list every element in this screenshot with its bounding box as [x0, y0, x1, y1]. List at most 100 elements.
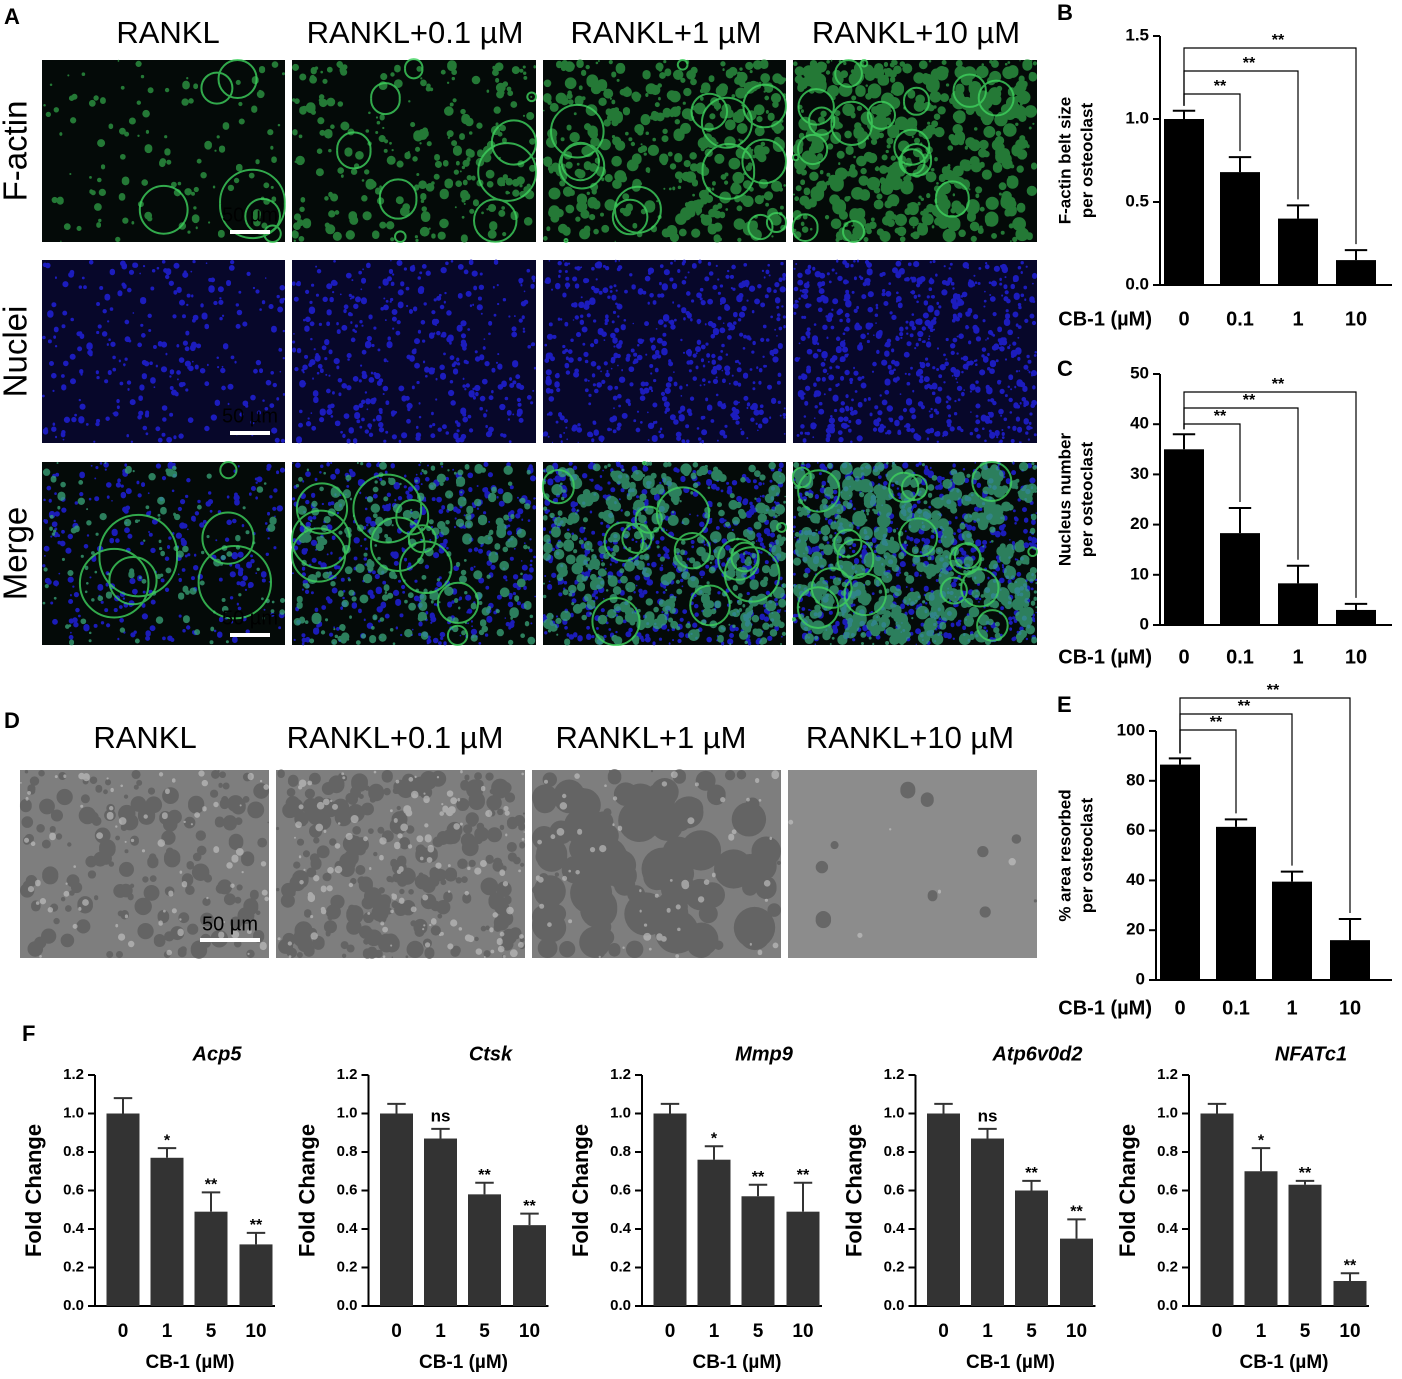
chart-title: Acp5 — [192, 1043, 243, 1065]
y-tick-label: 0.6 — [610, 1181, 631, 1198]
error-bar — [1251, 1147, 1271, 1172]
error-bar — [978, 1127, 997, 1139]
y-tick-label: 30 — [1130, 464, 1149, 483]
error-bar — [201, 1191, 221, 1212]
y-tick-label: 1.2 — [1157, 1066, 1178, 1083]
bar — [1272, 881, 1312, 980]
x-tick-label: 0.1 — [1222, 997, 1250, 1019]
error-bar — [1286, 204, 1310, 219]
panel-label: E — [1057, 692, 1072, 717]
x-tick-label: 1 — [982, 1321, 993, 1342]
error-bar — [520, 1212, 539, 1226]
significance-label: ** — [1267, 682, 1280, 699]
column-title: RANKL — [116, 15, 219, 50]
error-bar — [748, 1183, 768, 1197]
y-axis-label: % area resorbed — [1055, 789, 1074, 921]
column-title: RANKL+0.1 µM — [287, 720, 504, 755]
nuclei-texture — [542, 259, 787, 444]
bar — [786, 1211, 820, 1306]
nuclei-texture — [42, 461, 286, 644]
chart-title: NFATc1 — [1275, 1043, 1347, 1065]
y-tick-label: 1.2 — [337, 1066, 358, 1083]
x-axis-label: CB-1 (µM) — [1058, 308, 1152, 330]
significance-label: ** — [1344, 1257, 1357, 1274]
error-bar — [387, 1102, 406, 1114]
x-tick-label: 5 — [753, 1321, 764, 1342]
x-tick-label: 10 — [519, 1321, 540, 1342]
y-tick-label: 0.2 — [610, 1258, 631, 1275]
x-axis-label: CB-1 (µM) — [419, 1352, 508, 1373]
actin-texture — [793, 461, 1038, 646]
y-tick-label: 0.4 — [884, 1220, 906, 1237]
significance-bracket — [1183, 47, 1357, 245]
y-tick-label: 40 — [1126, 870, 1145, 889]
bar — [1164, 449, 1204, 625]
y-axis-label: Fold Change — [1115, 1124, 1140, 1257]
micrograph — [42, 60, 285, 242]
micrograph — [42, 260, 285, 443]
significance-label: ** — [752, 1169, 765, 1186]
resorption-pits — [19, 769, 270, 959]
actin-rings — [791, 461, 1039, 642]
significance-label: ** — [1214, 408, 1227, 425]
column-title: RANKL+10 µM — [806, 720, 1014, 755]
x-tick-label: 0 — [1178, 308, 1189, 330]
significance-bracket — [1179, 697, 1351, 913]
y-tick-label: 0.0 — [63, 1297, 84, 1314]
bar — [513, 1225, 546, 1306]
actin-rings — [541, 461, 788, 646]
significance-label: ** — [1299, 1165, 1312, 1182]
y-tick-label: 0.0 — [610, 1297, 631, 1314]
error-bar — [1338, 917, 1362, 941]
bar — [1160, 764, 1200, 980]
y-tick-label: 100 — [1117, 720, 1145, 739]
scale-bar-label: 50 µm — [202, 913, 258, 935]
x-axis-label: CB-1 (µM) — [145, 1352, 234, 1373]
panel-label: D — [4, 708, 20, 733]
y-axis-label: per osteoclast — [1077, 442, 1096, 558]
y-tick-label: 0.2 — [63, 1258, 84, 1275]
panel-label: F — [22, 1021, 35, 1046]
y-tick-label: 0.6 — [63, 1181, 84, 1198]
y-tick-label: 0.5 — [1125, 191, 1149, 210]
error-bar — [1286, 564, 1310, 584]
sem-image — [788, 770, 1037, 958]
x-tick-label: 0 — [1212, 1321, 1223, 1342]
bar — [380, 1113, 413, 1306]
actin-rings — [291, 473, 480, 647]
bar — [1200, 1113, 1234, 1306]
x-tick-label: 1 — [1286, 997, 1297, 1019]
x-tick-label: 0.1 — [1226, 646, 1254, 668]
significance-label: ** — [1210, 714, 1223, 731]
bar — [697, 1159, 731, 1306]
y-tick-label: 0.0 — [1125, 274, 1149, 293]
y-tick-label: 1.0 — [610, 1104, 631, 1121]
y-axis-label: per osteoclast — [1077, 103, 1096, 219]
significance-label: ** — [1272, 376, 1285, 393]
y-tick-label: 0.8 — [884, 1143, 905, 1160]
y-axis-label: Fold Change — [294, 1124, 319, 1257]
significance-label: ** — [1070, 1204, 1083, 1221]
y-tick-label: 0.8 — [337, 1143, 358, 1160]
column-title: RANKL — [93, 720, 196, 755]
column-title: RANKL+0.1 µM — [307, 15, 524, 50]
bar — [1015, 1190, 1048, 1306]
panel-label: B — [1057, 0, 1073, 25]
y-tick-label: 0.2 — [884, 1258, 905, 1275]
bar — [927, 1113, 960, 1306]
bar — [653, 1113, 687, 1306]
panel-label: A — [4, 4, 20, 29]
bar — [1333, 1280, 1367, 1306]
error-bar — [1295, 1179, 1315, 1185]
y-tick-label: 20 — [1126, 920, 1145, 939]
y-axis-label: F-actin belt size — [1055, 97, 1074, 225]
bar — [1244, 1171, 1278, 1306]
significance-label: ** — [478, 1167, 491, 1184]
y-tick-label: 0.8 — [63, 1143, 84, 1160]
x-tick-label: 0 — [1178, 646, 1189, 668]
x-tick-label: 10 — [792, 1321, 813, 1342]
y-tick-label: 0.2 — [1157, 1258, 1178, 1275]
y-tick-label: 1.2 — [63, 1066, 84, 1083]
nuclei-texture — [542, 461, 786, 646]
